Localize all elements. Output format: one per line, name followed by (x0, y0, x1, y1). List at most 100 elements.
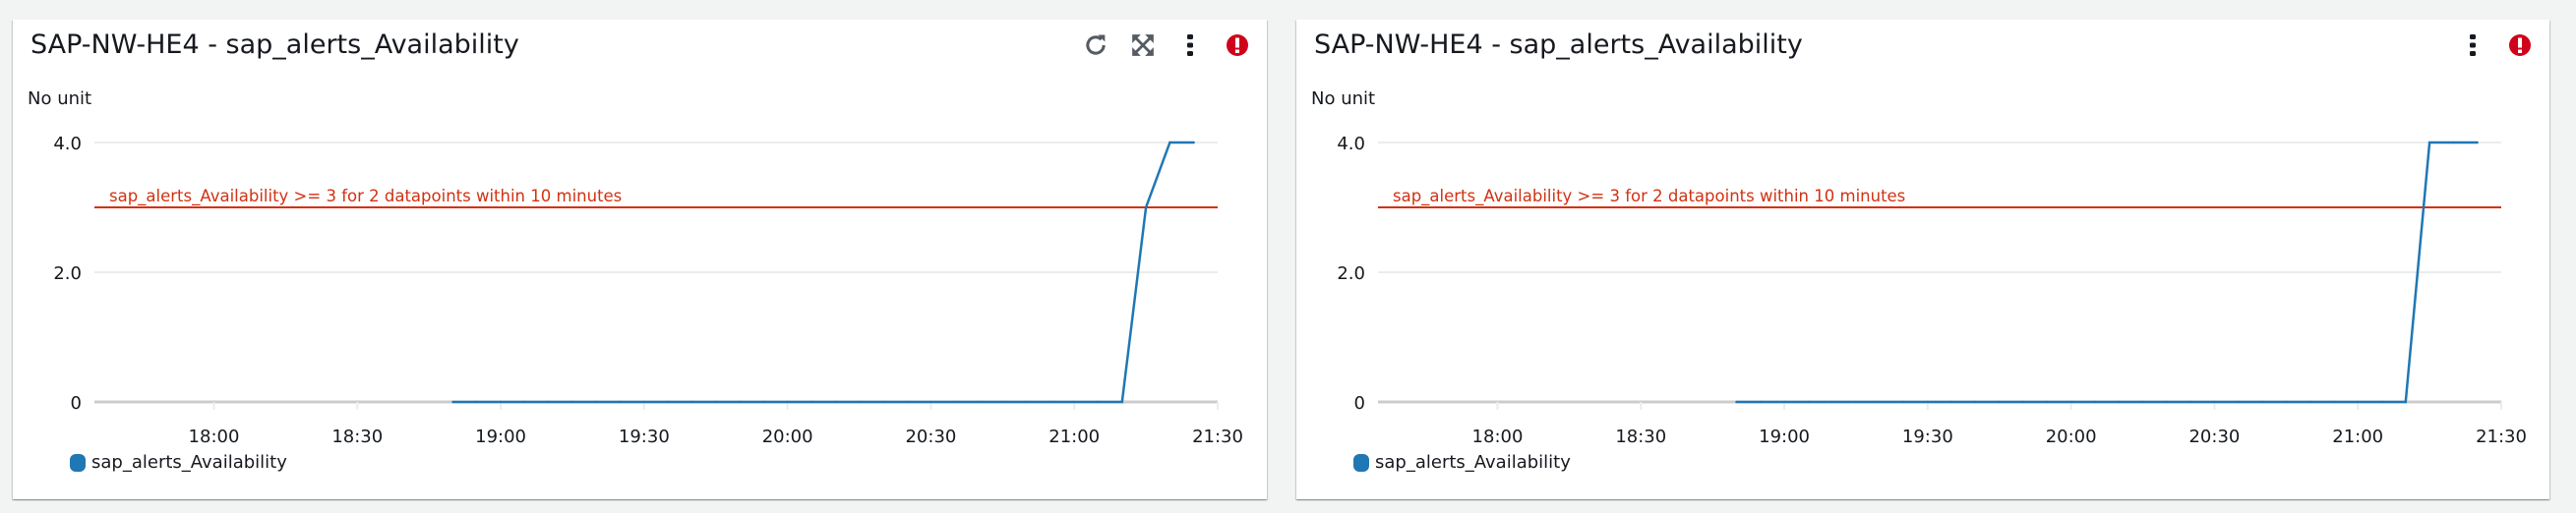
fullscreen-icon[interactable] (1127, 29, 1159, 61)
data-point (690, 400, 693, 404)
data-point (1168, 141, 1171, 144)
alarm-alert-icon[interactable] (2504, 29, 2536, 61)
data-point (2213, 400, 2216, 404)
data-point (2452, 141, 2455, 144)
data-point (2141, 400, 2144, 404)
data-point (1048, 400, 1052, 404)
y-tick-label: 0 (71, 393, 82, 414)
data-point (2118, 400, 2121, 404)
x-tick-label: 19:30 (1902, 427, 1953, 447)
data-point (1807, 400, 1810, 404)
data-point (2380, 400, 2383, 404)
data-point (905, 400, 909, 404)
widget-actions (1080, 29, 1253, 61)
y-tick-label: 0 (1354, 393, 1365, 414)
data-point (2046, 400, 2049, 404)
widget-actions (2457, 29, 2536, 61)
x-tick-label: 18:00 (1472, 427, 1524, 447)
x-tick-label: 18:30 (331, 427, 383, 447)
data-point (1926, 400, 1930, 404)
data-point (1949, 400, 1953, 404)
data-point (642, 400, 646, 404)
x-tick-label: 21:30 (2476, 427, 2527, 447)
x-tick-label: 19:30 (619, 427, 670, 447)
data-point (475, 400, 478, 404)
metric-widget-1: SAP-NW-HE4 - sap_alerts_Availability No … (13, 20, 1267, 499)
x-tick-label: 20:00 (2046, 427, 2097, 447)
data-point (1854, 400, 1858, 404)
y-tick-label: 2.0 (53, 263, 82, 284)
refresh-icon[interactable] (1080, 29, 1111, 61)
data-point (666, 400, 670, 404)
data-point (595, 400, 598, 404)
x-tick-label: 18:00 (189, 427, 240, 447)
series-line (452, 141, 1194, 404)
y-tick-label: 2.0 (1337, 263, 1365, 284)
legend-item[interactable]: sap_alerts_Availability (70, 452, 287, 473)
more-vertical-icon[interactable] (2457, 29, 2488, 61)
data-point (1830, 400, 1833, 404)
data-point (2427, 141, 2431, 144)
x-tick-label: 21:00 (1048, 427, 1100, 447)
data-point (451, 400, 454, 404)
data-point (2165, 400, 2169, 404)
legend-label: sap_alerts_Availability (91, 452, 287, 473)
legend-label: sap_alerts_Availability (1375, 452, 1571, 473)
x-tick-label: 19:00 (475, 427, 526, 447)
data-point (547, 400, 550, 404)
x-tick-label: 20:00 (762, 427, 813, 447)
data-point (858, 400, 861, 404)
widget-title: SAP-NW-HE4 - sap_alerts_Availability (30, 29, 519, 60)
data-point (953, 400, 956, 404)
data-point (2404, 400, 2408, 404)
x-tick-label: 20:30 (905, 427, 956, 447)
data-point (1001, 400, 1004, 404)
data-point (929, 400, 932, 404)
data-point (1879, 400, 1882, 404)
x-tick-label: 21:30 (1192, 427, 1243, 447)
data-point (786, 400, 789, 404)
x-tick-label: 21:00 (2332, 427, 2383, 447)
data-point (1025, 400, 1028, 404)
threshold-label: sap_alerts_Availability >= 3 for 2 datap… (1393, 187, 1905, 206)
data-point (523, 400, 526, 404)
data-point (2021, 400, 2025, 404)
data-point (738, 400, 742, 404)
y-tick-label: 4.0 (1337, 134, 1365, 154)
data-point (762, 400, 765, 404)
legend-swatch (1353, 453, 1369, 472)
line-chart: 0 2.0 4.0 18:00 18:30 19:00 19:30 20:00 20:30 21:… (53, 134, 1243, 447)
data-point (619, 400, 622, 404)
y-axis-unit-label: No unit (1311, 88, 1376, 109)
data-point (881, 400, 885, 404)
data-point (977, 400, 981, 404)
legend-item[interactable]: sap_alerts_Availability (1353, 452, 1571, 473)
widget-title: SAP-NW-HE4 - sap_alerts_Availability (1314, 29, 1803, 60)
data-point (2093, 400, 2097, 404)
y-tick-label: 4.0 (53, 134, 82, 154)
data-point (1192, 141, 1195, 144)
data-point (1782, 400, 1786, 404)
data-point (1902, 400, 1905, 404)
data-point (1735, 400, 1738, 404)
x-tick-label: 20:30 (2188, 427, 2240, 447)
data-point (2285, 400, 2288, 404)
more-vertical-icon[interactable] (1174, 29, 1206, 61)
data-point (2357, 400, 2360, 404)
alarm-alert-icon[interactable] (1222, 29, 1253, 61)
data-point (834, 400, 837, 404)
data-point (1097, 400, 1100, 404)
data-point (1974, 400, 1977, 404)
data-point (2188, 400, 2192, 404)
data-point (809, 400, 813, 404)
threshold-label: sap_alerts_Availability >= 3 for 2 datap… (109, 187, 622, 206)
data-point (570, 400, 574, 404)
data-point (2476, 141, 2479, 144)
line-chart: 0 2.0 4.0 18:00 18:30 19:00 19:30 20:00 20:30 21:… (1337, 134, 2527, 447)
series-line (1736, 141, 2478, 404)
data-point (2332, 400, 2336, 404)
data-point (1998, 400, 2001, 404)
data-point (1144, 205, 1148, 209)
x-tick-label: 18:30 (1615, 427, 1666, 447)
x-tick-label: 19:00 (1759, 427, 1810, 447)
